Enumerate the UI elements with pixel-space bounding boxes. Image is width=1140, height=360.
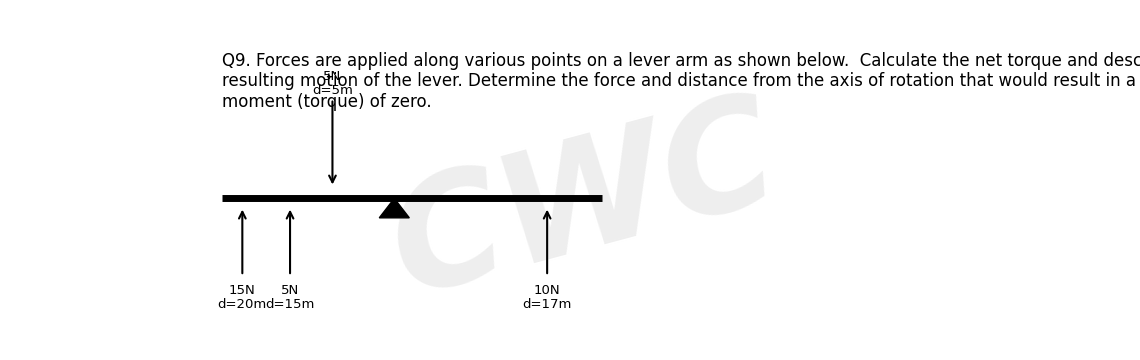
Text: CWC: CWC	[375, 81, 793, 327]
Text: d=5m: d=5m	[312, 84, 353, 97]
Text: Q9. Forces are applied along various points on a lever arm as shown below.  Calc: Q9. Forces are applied along various poi…	[222, 51, 1140, 111]
Text: d=17m: d=17m	[522, 298, 572, 311]
Text: d=15m: d=15m	[266, 298, 315, 311]
Text: 15N: 15N	[229, 284, 255, 297]
Text: d=20m: d=20m	[218, 298, 267, 311]
Polygon shape	[380, 198, 409, 218]
Text: 5N: 5N	[280, 284, 299, 297]
Text: 5N: 5N	[324, 71, 342, 84]
Text: 10N: 10N	[534, 284, 561, 297]
